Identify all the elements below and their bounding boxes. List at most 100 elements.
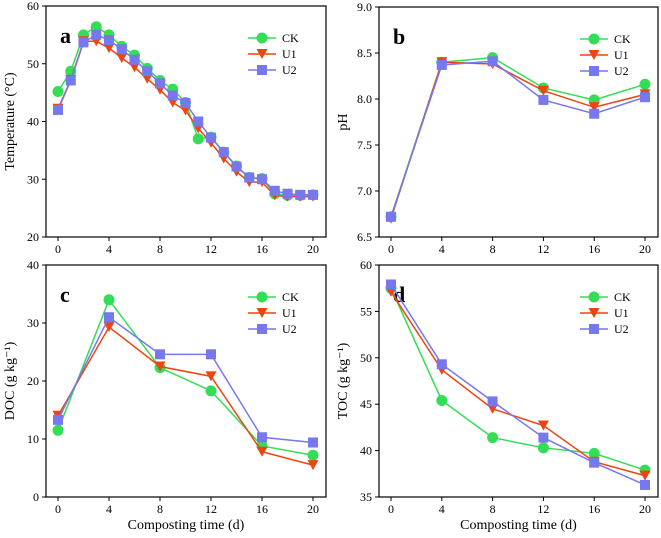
data-point (436, 394, 448, 406)
data-point (639, 470, 651, 481)
series-U2 (53, 29, 318, 200)
x-tick-label: 16 (588, 242, 600, 256)
legend-label: CK (282, 290, 299, 304)
data-point (104, 312, 114, 323)
data-point (78, 37, 89, 48)
data-point (640, 92, 650, 103)
data-point (308, 437, 318, 448)
legend-label: U1 (614, 48, 629, 62)
legend-marker (256, 49, 268, 59)
x-tick-label: 0 (388, 242, 394, 256)
data-point (193, 116, 204, 127)
legend-marker (588, 33, 600, 45)
data-point (487, 432, 499, 444)
legend-marker (256, 291, 268, 303)
x-tick-label: 4 (439, 242, 445, 256)
y-tick-label: 20 (27, 374, 39, 388)
y-tick-label: 8.0 (357, 92, 372, 106)
data-point (282, 188, 293, 199)
data-point (180, 98, 191, 109)
legend-marker (257, 65, 267, 75)
series-line (57, 316, 314, 444)
data-point (103, 322, 115, 333)
data-point (589, 457, 600, 468)
y-axis-label: pH (336, 113, 351, 130)
data-point (52, 424, 64, 436)
data-point (116, 52, 128, 63)
y-tick-label: 50 (27, 57, 39, 71)
legend-label: U1 (282, 306, 297, 320)
y-tick-label: 7.5 (357, 138, 372, 152)
x-tick-label: 0 (55, 242, 61, 256)
data-point (308, 189, 318, 200)
legend-label: U2 (282, 63, 297, 77)
panel-c: 0 10 20 30 40 0 4 8 12 16 20 c DOC (g kg⁻¹) Compostin… (3, 258, 327, 533)
data-point (90, 21, 102, 33)
legend-item-U2: U2 (580, 322, 629, 336)
legend-item-U1: U1 (248, 47, 297, 61)
data-point (639, 78, 651, 90)
series-U1 (385, 57, 651, 224)
y-tick-label: 7.0 (357, 184, 372, 198)
x-tick-label: 20 (639, 502, 651, 516)
y-tick-label: 0 (33, 490, 39, 504)
data-point (192, 133, 204, 145)
x-tick-label: 8 (157, 242, 163, 256)
x-tick-label: 8 (157, 502, 163, 516)
x-tick-label: 0 (388, 502, 394, 516)
data-point (487, 56, 498, 67)
data-point (205, 371, 217, 382)
series-line (390, 60, 646, 217)
legend-marker (589, 324, 599, 334)
y-tick-label: 30 (27, 316, 39, 330)
x-tick-label: 12 (205, 502, 217, 516)
y-axis-label: Temperature (°C) (3, 72, 18, 171)
series-U1 (385, 286, 651, 481)
legend-item-U1: U1 (580, 48, 629, 62)
series-line (57, 40, 313, 198)
data-point (218, 147, 229, 158)
legend-marker (257, 324, 267, 334)
legend-label: CK (282, 31, 299, 45)
data-point (103, 43, 115, 54)
data-point (537, 85, 549, 96)
x-axis-label: Composting time (d) (460, 518, 577, 533)
legend-item-U2: U2 (580, 64, 629, 78)
data-point (206, 349, 216, 360)
y-tick-label: 8.5 (357, 46, 372, 60)
data-point (167, 90, 178, 101)
x-tick-label: 4 (106, 502, 112, 516)
legend-marker (588, 50, 600, 60)
series-line (390, 287, 646, 471)
series-CK (385, 282, 651, 476)
panel-b: 6.5 7.0 7.5 8.0 8.5 9.0 0 4 8 12 16 20 b pH CK U1 U2 (336, 0, 659, 256)
plot-frame (378, 6, 659, 238)
legend-item-U1: U1 (580, 306, 629, 320)
x-tick-label: 8 (490, 502, 496, 516)
data-point (142, 66, 153, 77)
data-point (155, 349, 165, 360)
y-tick-label: 40 (27, 258, 39, 272)
legend-item-U1: U1 (248, 306, 297, 320)
data-point (588, 102, 600, 113)
data-point (231, 161, 242, 172)
legend-label: U1 (614, 306, 629, 320)
x-axis-label: Composting time (d) (128, 518, 245, 533)
legend-label: U2 (614, 322, 629, 336)
data-point (295, 189, 306, 200)
legend-label: U2 (282, 322, 297, 336)
panel-a: 20 30 40 50 60 0 4 8 12 16 20 a Temperature (°C) CK U1… (3, 0, 327, 256)
y-tick-label: 9.0 (357, 0, 372, 14)
data-point (53, 414, 63, 425)
series-line (390, 61, 646, 219)
x-tick-label: 0 (55, 502, 61, 516)
x-tick-label: 12 (205, 242, 217, 256)
series-U1 (52, 322, 319, 471)
x-tick-label: 4 (439, 502, 445, 516)
legend-label: U2 (614, 64, 629, 78)
panel-label: b (393, 24, 405, 49)
data-point (386, 211, 396, 222)
y-tick-label: 30 (27, 172, 39, 186)
y-tick-label: 20 (27, 230, 39, 244)
